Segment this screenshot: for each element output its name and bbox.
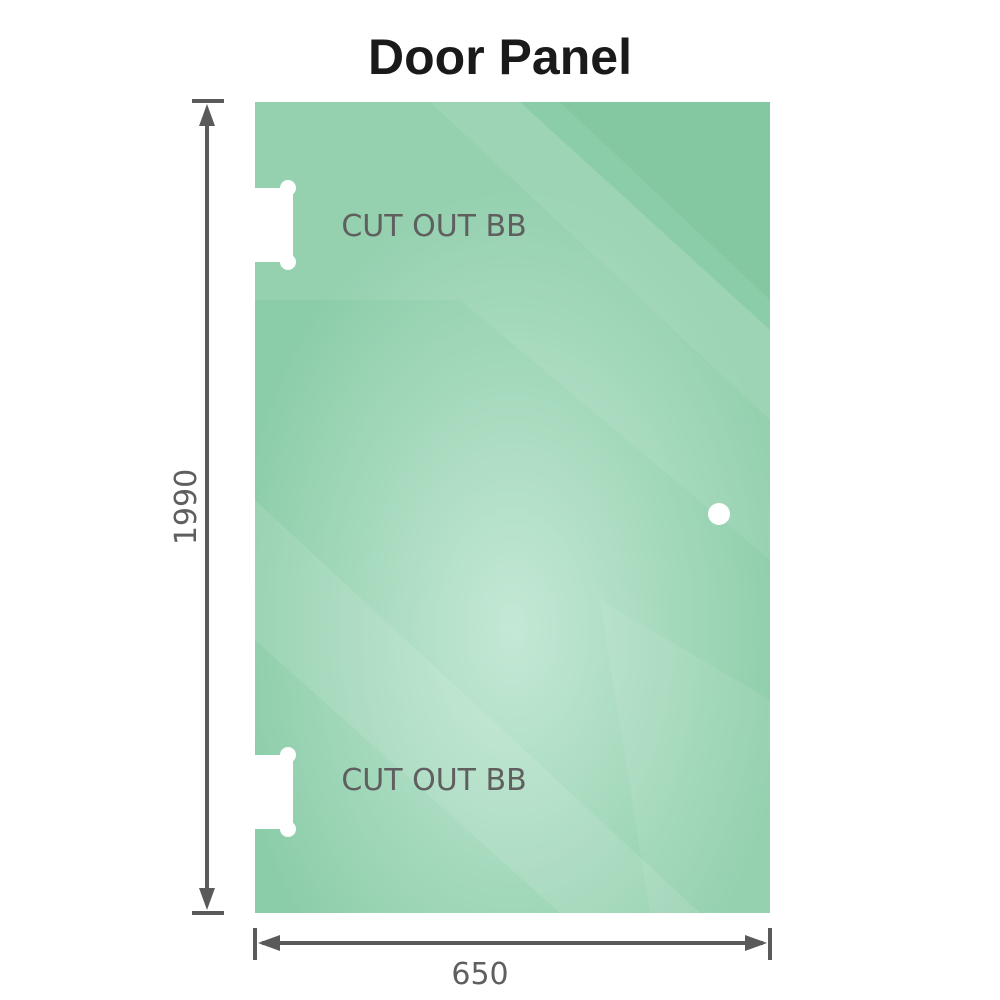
handle-hole	[708, 503, 730, 525]
cutout-top	[252, 180, 296, 270]
glass-panel	[255, 102, 770, 913]
width-label: 650	[451, 957, 508, 992]
width-dimension-line	[253, 928, 772, 960]
height-dimension-line	[192, 99, 224, 915]
cutout-label-top: CUT OUT BB	[341, 209, 526, 244]
cutout-bottom	[252, 747, 296, 837]
height-label: 1990	[169, 469, 204, 545]
cutout-label-bottom: CUT OUT BB	[341, 763, 526, 798]
diagram-title: Door Panel	[368, 29, 632, 85]
